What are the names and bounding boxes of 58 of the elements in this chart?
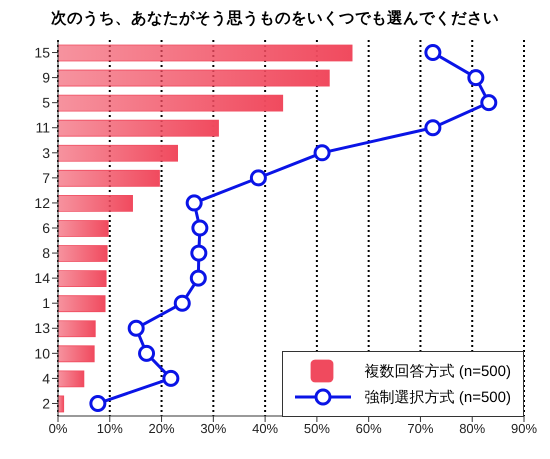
point xyxy=(424,44,442,62)
point xyxy=(467,69,484,86)
bar xyxy=(58,396,64,412)
y-tick-label: 15 xyxy=(34,44,50,61)
bar xyxy=(58,270,107,287)
x-tick-label: 70% xyxy=(407,421,434,436)
chart-title: 次のうち、あなたがそう思うものをいくつでも選んでください xyxy=(50,9,500,29)
x-tick-label: 60% xyxy=(356,421,382,436)
point xyxy=(190,270,207,287)
x-tick-label: 10% xyxy=(96,421,124,436)
y-tick-label: 5 xyxy=(42,94,50,111)
point xyxy=(480,94,498,112)
y-tick-label: 8 xyxy=(42,245,50,262)
y-tick-label: 12 xyxy=(34,194,50,211)
point xyxy=(174,294,191,312)
bar xyxy=(58,370,84,388)
y-tick-label: 14 xyxy=(34,270,50,286)
x-tick-label: 50% xyxy=(304,421,330,436)
point xyxy=(424,119,442,136)
point xyxy=(128,320,145,337)
x-tick-label: 90% xyxy=(510,421,538,436)
bar xyxy=(58,295,106,312)
bar xyxy=(58,195,133,212)
legend-label: 複数回答方式 (n=500) xyxy=(364,362,511,380)
bar xyxy=(58,44,352,62)
bar xyxy=(58,345,95,362)
y-tick-label: 13 xyxy=(34,320,50,336)
y-tick-label: 1 xyxy=(42,295,50,312)
y-tick-label: 10 xyxy=(34,345,50,362)
x-tick-label: 80% xyxy=(459,421,486,436)
bar xyxy=(58,70,330,86)
x-tick-label: 40% xyxy=(252,421,279,436)
bar xyxy=(58,245,108,262)
bar xyxy=(58,120,219,137)
point xyxy=(190,244,208,262)
bar xyxy=(58,94,284,112)
bar xyxy=(58,320,96,338)
y-tick-label: 6 xyxy=(42,220,50,236)
y-tick-label: 7 xyxy=(42,170,50,186)
point xyxy=(89,394,106,412)
x-tick-label: 30% xyxy=(200,421,227,436)
bar xyxy=(58,220,109,237)
point xyxy=(250,169,267,186)
point xyxy=(191,220,208,236)
y-tick-label: 2 xyxy=(42,395,50,412)
y-tick-label: 4 xyxy=(42,370,50,386)
legend-label: 強制選択方式 (n=500) xyxy=(364,388,511,406)
bar xyxy=(58,144,178,162)
x-tick-label: 0% xyxy=(48,421,68,436)
x-tick-label: 20% xyxy=(148,421,175,436)
y-tick-label: 3 xyxy=(42,144,50,161)
point xyxy=(162,370,180,387)
point xyxy=(314,144,331,162)
y-tick-label: 9 xyxy=(42,70,50,86)
bar xyxy=(58,170,160,187)
y-tick-label: 11 xyxy=(35,120,50,136)
point xyxy=(186,194,203,212)
point xyxy=(138,344,156,362)
